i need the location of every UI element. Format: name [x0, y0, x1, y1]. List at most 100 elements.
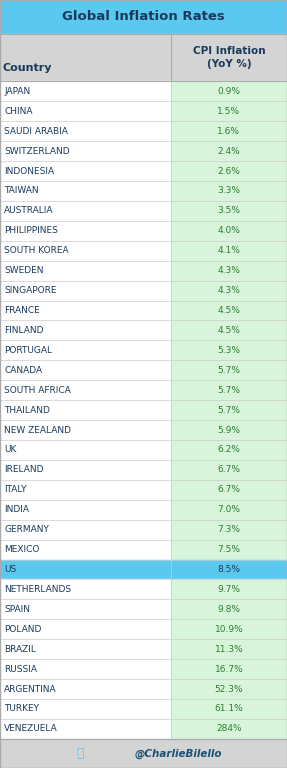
Text: PORTUGAL: PORTUGAL	[4, 346, 52, 355]
Text: 6.7%: 6.7%	[217, 485, 241, 495]
Text: CHINA: CHINA	[4, 107, 33, 116]
Bar	[171, 221, 287, 241]
Text: 4.1%: 4.1%	[218, 247, 240, 255]
Text: 11.3%: 11.3%	[214, 644, 243, 654]
Bar	[171, 340, 287, 360]
Text: 2.4%: 2.4%	[218, 147, 240, 156]
Bar	[0, 121, 171, 141]
Text: @CharlieBilello: @CharlieBilello	[134, 748, 222, 759]
Bar	[171, 400, 287, 420]
Text: 5.3%: 5.3%	[217, 346, 241, 355]
Bar	[171, 201, 287, 221]
Text: TAIWAN: TAIWAN	[4, 187, 39, 196]
Text: POLAND: POLAND	[4, 624, 42, 634]
Text: 8.5%: 8.5%	[217, 565, 241, 574]
Text: VENEZUELA: VENEZUELA	[4, 724, 58, 733]
Text: SINGAPORE: SINGAPORE	[4, 286, 57, 295]
Text: CPI Inflation
(YoY %): CPI Inflation (YoY %)	[193, 46, 265, 69]
Text: 1.5%: 1.5%	[217, 107, 241, 116]
Text: SPAIN: SPAIN	[4, 605, 30, 614]
Bar	[171, 659, 287, 679]
Text: Country: Country	[3, 63, 52, 73]
Text: SAUDI ARABIA: SAUDI ARABIA	[4, 127, 68, 136]
Text: 9.8%: 9.8%	[217, 605, 241, 614]
Bar	[0, 699, 171, 719]
Bar	[0, 320, 171, 340]
Text: TURKEY: TURKEY	[4, 704, 39, 713]
Bar	[0, 659, 171, 679]
Bar	[0, 34, 171, 81]
Bar	[0, 520, 171, 540]
Bar	[171, 300, 287, 320]
Text: 5.7%: 5.7%	[217, 406, 241, 415]
Bar	[171, 679, 287, 699]
Bar	[171, 241, 287, 260]
Text: NETHERLANDS: NETHERLANDS	[4, 585, 71, 594]
Bar	[171, 639, 287, 659]
Bar	[0, 81, 171, 101]
Text: 3.3%: 3.3%	[217, 187, 241, 196]
Text: 7.5%: 7.5%	[217, 545, 241, 554]
Text: CANADA: CANADA	[4, 366, 42, 375]
Bar	[0, 480, 171, 500]
Bar	[171, 141, 287, 161]
Bar	[0, 360, 171, 380]
Text: 🐦: 🐦	[77, 747, 84, 760]
Text: 2.6%: 2.6%	[218, 167, 240, 176]
Text: AUSTRALIA: AUSTRALIA	[4, 207, 54, 215]
Bar	[171, 101, 287, 121]
Bar	[0, 599, 171, 619]
Text: 5.7%: 5.7%	[217, 366, 241, 375]
Bar	[171, 121, 287, 141]
Bar	[171, 579, 287, 599]
Text: GERMANY: GERMANY	[4, 525, 49, 534]
Bar	[0, 619, 171, 639]
Bar	[0, 579, 171, 599]
Bar	[171, 719, 287, 739]
Text: 7.0%: 7.0%	[217, 505, 241, 515]
Text: 4.5%: 4.5%	[218, 326, 240, 335]
Text: SWEDEN: SWEDEN	[4, 266, 44, 275]
Bar	[0, 300, 171, 320]
Bar	[0, 0, 287, 34]
Bar	[171, 420, 287, 440]
Text: SOUTH KOREA: SOUTH KOREA	[4, 247, 69, 255]
Text: SWITZERLAND: SWITZERLAND	[4, 147, 70, 156]
Text: 61.1%: 61.1%	[214, 704, 243, 713]
Bar	[171, 34, 287, 81]
Text: 4.3%: 4.3%	[218, 286, 240, 295]
Text: RUSSIA: RUSSIA	[4, 664, 37, 674]
Bar	[0, 560, 171, 579]
Text: INDONESIA: INDONESIA	[4, 167, 55, 176]
Bar	[171, 380, 287, 400]
Text: INDIA: INDIA	[4, 505, 29, 515]
Bar	[171, 81, 287, 101]
Bar	[0, 420, 171, 440]
Bar	[0, 719, 171, 739]
Text: 7.3%: 7.3%	[217, 525, 241, 534]
Text: IRELAND: IRELAND	[4, 465, 44, 475]
Text: MEXICO: MEXICO	[4, 545, 40, 554]
Text: Global Inflation Rates: Global Inflation Rates	[62, 11, 225, 23]
Bar	[171, 181, 287, 201]
Bar	[171, 619, 287, 639]
Bar	[0, 241, 171, 260]
Bar	[171, 280, 287, 300]
Text: 4.5%: 4.5%	[218, 306, 240, 315]
Bar	[171, 440, 287, 460]
Bar	[171, 560, 287, 579]
Text: NEW ZEALAND: NEW ZEALAND	[4, 425, 71, 435]
Text: 5.7%: 5.7%	[217, 386, 241, 395]
Text: 9.7%: 9.7%	[217, 585, 241, 594]
Bar	[0, 460, 171, 480]
Text: THAILAND: THAILAND	[4, 406, 50, 415]
Bar	[0, 739, 287, 768]
Bar	[0, 101, 171, 121]
Bar	[171, 599, 287, 619]
Text: 5.9%: 5.9%	[217, 425, 241, 435]
Text: US: US	[4, 565, 17, 574]
Bar	[0, 161, 171, 181]
Text: 10.9%: 10.9%	[214, 624, 243, 634]
Text: ARGENTINA: ARGENTINA	[4, 684, 57, 694]
Text: 16.7%: 16.7%	[214, 664, 243, 674]
